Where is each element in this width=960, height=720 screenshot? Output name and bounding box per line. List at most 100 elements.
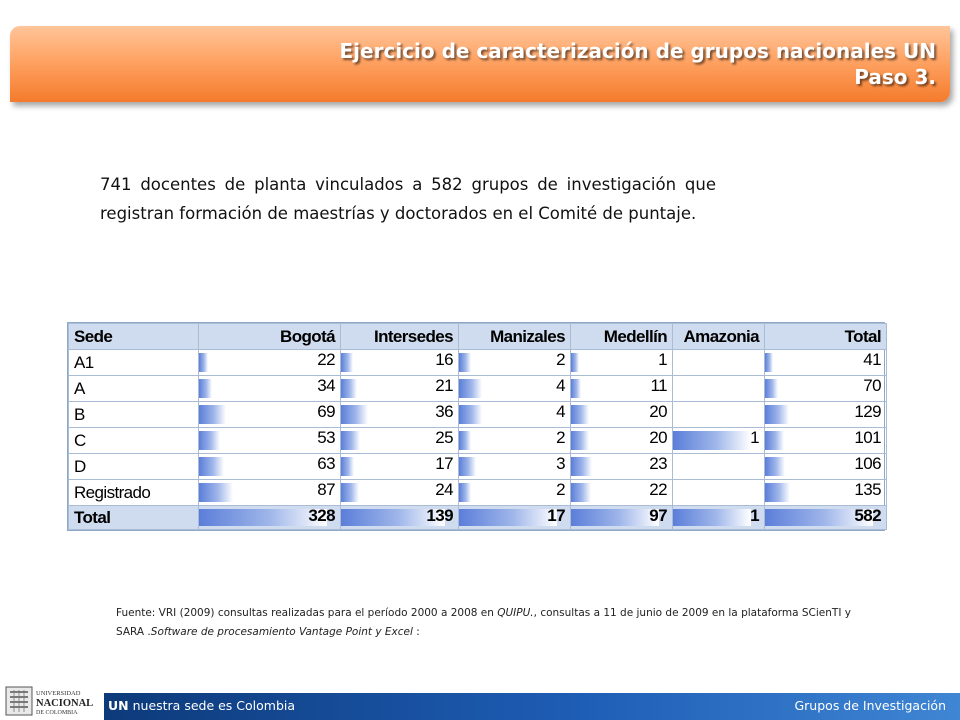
cell-value: 101 bbox=[854, 428, 881, 447]
table-cell: 16 bbox=[340, 349, 459, 376]
cell-value: 36 bbox=[435, 402, 453, 421]
university-shield-icon bbox=[5, 686, 33, 716]
table-cell: 4 bbox=[458, 401, 571, 428]
cell-value: 3 bbox=[556, 454, 565, 473]
table-cell: 1 bbox=[672, 427, 765, 454]
data-bar bbox=[341, 457, 354, 476]
table-cell bbox=[672, 479, 765, 506]
logo-line3: DE COLOMBIA bbox=[36, 710, 78, 716]
data-bar bbox=[571, 431, 590, 450]
table-cell: 2 bbox=[458, 427, 571, 454]
source-quipu: QUIPU. bbox=[497, 607, 534, 619]
cell-value: 70 bbox=[863, 376, 881, 395]
table-cell: 22 bbox=[570, 479, 673, 506]
table-cell: 69 bbox=[198, 401, 341, 428]
table-cell: 101 bbox=[764, 427, 887, 454]
data-bar bbox=[765, 457, 785, 476]
table-cell bbox=[672, 401, 765, 428]
cell-value: 2 bbox=[556, 428, 565, 447]
column-header-bogota: Bogotá bbox=[198, 323, 341, 350]
row-label: D bbox=[68, 453, 199, 480]
data-bar bbox=[459, 431, 471, 450]
data-bar bbox=[571, 483, 591, 502]
data-bar bbox=[341, 483, 359, 502]
footer-slogan: UN nuestra sede es Colombia bbox=[108, 698, 295, 713]
cell-value: 2 bbox=[556, 480, 565, 499]
row-label: A1 bbox=[68, 349, 199, 376]
title-banner: Ejercicio de caracterización de grupos n… bbox=[10, 26, 950, 102]
footer-un: UN bbox=[108, 698, 129, 713]
footer-bar: UN nuestra sede es Colombia Grupos de In… bbox=[104, 693, 960, 720]
cell-value: 139 bbox=[426, 506, 453, 525]
table-cell: 1 bbox=[672, 505, 765, 530]
table-cell: 582 bbox=[764, 505, 887, 530]
cell-value: 24 bbox=[435, 480, 453, 499]
university-logo: UNIVERSIDAD NACIONAL DE COLOMBIA bbox=[5, 686, 93, 716]
table-cell: 21 bbox=[340, 375, 459, 402]
data-bar bbox=[459, 457, 477, 476]
source-prefix: Fuente: VRI (2009) consultas realizadas … bbox=[116, 607, 498, 619]
table-row: Registrado 87 24 2 22 135 bbox=[68, 479, 887, 506]
cell-value: 1 bbox=[750, 428, 759, 447]
cell-value: 17 bbox=[435, 454, 453, 473]
data-bar bbox=[571, 353, 579, 372]
data-bar bbox=[765, 431, 784, 450]
table-row: A 34 21 4 11 70 bbox=[68, 375, 887, 402]
cell-value: 97 bbox=[649, 506, 667, 525]
cell-value: 20 bbox=[649, 428, 667, 447]
table-cell: 139 bbox=[340, 505, 459, 530]
row-label: A bbox=[68, 375, 199, 402]
data-bar bbox=[571, 509, 659, 526]
source-middle: , consultas a 11 de junio de 2009 en la … bbox=[116, 607, 851, 638]
table-cell: 4 bbox=[458, 375, 571, 402]
data-bar bbox=[765, 353, 773, 372]
table-header-row: Sede Bogotá Intersedes Manizales Medellí… bbox=[68, 323, 887, 350]
cell-value: 23 bbox=[649, 454, 667, 473]
logo-line2: NACIONAL bbox=[36, 698, 93, 709]
slide-title-line2: Paso 3. bbox=[854, 65, 936, 89]
cell-value: 22 bbox=[649, 480, 667, 499]
data-bar bbox=[765, 379, 778, 398]
table-cell: 24 bbox=[340, 479, 459, 506]
data-bar bbox=[459, 405, 483, 424]
cell-value: 34 bbox=[317, 376, 335, 395]
cell-value: 1 bbox=[750, 506, 759, 525]
table-cell: 23 bbox=[570, 453, 673, 480]
table-cell: 36 bbox=[340, 401, 459, 428]
cell-value: 41 bbox=[863, 350, 881, 369]
cell-value: 11 bbox=[650, 376, 668, 395]
table-cell: 106 bbox=[764, 453, 887, 480]
cell-value: 106 bbox=[854, 454, 881, 473]
column-header-sede: Sede bbox=[68, 323, 199, 350]
cell-value: 129 bbox=[854, 402, 881, 421]
data-bar bbox=[571, 405, 590, 424]
column-header-amazonia: Amazonia bbox=[672, 323, 765, 350]
table-row: A1 22 16 2 1 41 bbox=[68, 349, 887, 376]
data-bar bbox=[341, 353, 353, 372]
data-bar bbox=[571, 379, 581, 398]
data-bar bbox=[765, 509, 873, 526]
table-row: C 53 25 2 20 1 101 bbox=[68, 427, 887, 454]
table-cell: 87 bbox=[198, 479, 341, 506]
footer-slogan-text: nuestra sede es Colombia bbox=[128, 698, 296, 713]
data-bar bbox=[199, 353, 208, 372]
column-header-medellin: Medellín bbox=[570, 323, 673, 350]
row-label: Registrado bbox=[68, 479, 199, 506]
intro-paragraph: 741 docentes de planta vinculados a 582 … bbox=[100, 175, 716, 223]
source-note: Fuente: VRI (2009) consultas realizadas … bbox=[116, 604, 856, 642]
cell-value: 17 bbox=[547, 506, 565, 525]
table-cell: 22 bbox=[198, 349, 341, 376]
column-header-total: Total bbox=[764, 323, 887, 350]
table-cell: 34 bbox=[198, 375, 341, 402]
table-cell: 63 bbox=[198, 453, 341, 480]
table-cell: 3 bbox=[458, 453, 571, 480]
table-cell: 97 bbox=[570, 505, 673, 530]
slide-title: Ejercicio de caracterización de grupos n… bbox=[340, 38, 936, 90]
data-bar bbox=[341, 431, 360, 450]
logo-line1: UNIVERSIDAD bbox=[36, 690, 81, 697]
row-label: B bbox=[68, 401, 199, 428]
table-cell: 41 bbox=[764, 349, 887, 376]
table-cell: 70 bbox=[764, 375, 887, 402]
footer-section-label: Grupos de Investigación bbox=[794, 698, 946, 713]
table-cell: 17 bbox=[458, 505, 571, 530]
